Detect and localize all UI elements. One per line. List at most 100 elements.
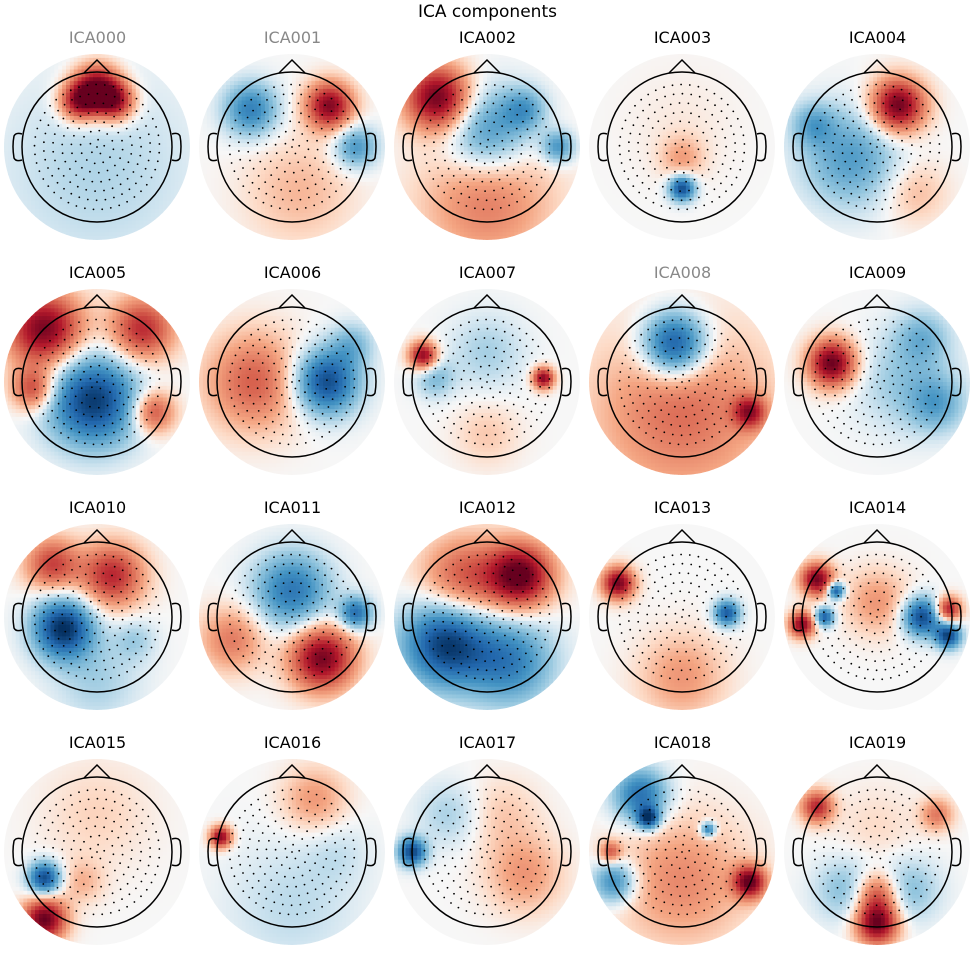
topomap-ica016[interactable]: ICA016 xyxy=(195,705,390,945)
head-outline xyxy=(402,528,572,693)
head-outline xyxy=(792,58,962,223)
component-title: ICA004 xyxy=(780,28,975,47)
head-outline xyxy=(402,763,572,928)
topomap-plot xyxy=(4,759,190,945)
head-outline xyxy=(597,293,767,458)
topomap-plot xyxy=(589,54,775,240)
sensor-markers xyxy=(813,553,941,681)
topomap-plot xyxy=(784,54,970,240)
head-outline xyxy=(792,763,962,928)
topomap-ica011[interactable]: ICA011 xyxy=(195,470,390,710)
topomap-plot xyxy=(199,524,385,710)
topomap-plot xyxy=(394,54,580,240)
component-title: ICA012 xyxy=(390,498,585,517)
topomap-ica008[interactable]: ICA008 xyxy=(585,235,780,475)
figure-title: ICA components xyxy=(0,2,975,22)
component-title: ICA005 xyxy=(0,263,195,282)
component-title: ICA009 xyxy=(780,263,975,282)
topomap-plot xyxy=(784,759,970,945)
head-outline xyxy=(597,528,767,693)
component-title: ICA018 xyxy=(585,733,780,752)
topomap-plot xyxy=(199,759,385,945)
sensor-markers xyxy=(813,83,941,211)
head-outline xyxy=(792,528,962,693)
topomap-ica001[interactable]: ICA001 xyxy=(195,0,390,240)
sensor-markers xyxy=(813,318,941,446)
topomap-ica018[interactable]: ICA018 xyxy=(585,705,780,945)
topomap-ica004[interactable]: ICA004 xyxy=(780,0,975,240)
topomap-ica003[interactable]: ICA003 xyxy=(585,0,780,240)
topomap-ica012[interactable]: ICA012 xyxy=(390,470,585,710)
component-title: ICA015 xyxy=(0,733,195,752)
head-outline xyxy=(207,58,377,223)
topomap-ica010[interactable]: ICA010 xyxy=(0,470,195,710)
topomap-ica000[interactable]: ICA000 xyxy=(0,0,195,240)
component-title: ICA002 xyxy=(390,28,585,47)
field-map xyxy=(589,524,775,710)
component-title: ICA011 xyxy=(195,498,390,517)
sensor-markers xyxy=(618,788,746,916)
topomap-plot xyxy=(4,524,190,710)
component-title: ICA008 xyxy=(585,263,780,282)
topomap-plot xyxy=(589,759,775,945)
sensor-markers xyxy=(423,318,551,446)
topomap-plot xyxy=(589,524,775,710)
component-title: ICA014 xyxy=(780,498,975,517)
sensor-markers xyxy=(228,553,356,681)
head-outline xyxy=(597,58,767,223)
component-title: ICA013 xyxy=(585,498,780,517)
topomap-plot xyxy=(784,524,970,710)
topomap-ica007[interactable]: ICA007 xyxy=(390,235,585,475)
sensor-markers xyxy=(423,788,551,916)
component-title: ICA016 xyxy=(195,733,390,752)
head-outline xyxy=(207,528,377,693)
topomap-ica013[interactable]: ICA013 xyxy=(585,470,780,710)
field-map xyxy=(589,54,775,240)
topomap-plot xyxy=(394,759,580,945)
head-outline xyxy=(792,293,962,458)
topomap-plot xyxy=(4,54,190,240)
topomap-plot xyxy=(199,54,385,240)
sensor-markers xyxy=(228,83,356,211)
component-title: ICA001 xyxy=(195,28,390,47)
sensor-markers xyxy=(423,83,551,211)
topomap-plot xyxy=(199,289,385,475)
topomap-plot xyxy=(784,289,970,475)
sensor-markers xyxy=(618,553,746,681)
topomap-ica015[interactable]: ICA015 xyxy=(0,705,195,945)
topomap-plot xyxy=(4,289,190,475)
sensor-markers xyxy=(813,788,941,916)
topomap-ica005[interactable]: ICA005 xyxy=(0,235,195,475)
topomap-plot xyxy=(589,289,775,475)
sensor-markers xyxy=(33,318,161,446)
head-outline xyxy=(207,293,377,458)
head-outline xyxy=(12,528,182,693)
topomap-ica002[interactable]: ICA002 xyxy=(390,0,585,240)
component-title: ICA003 xyxy=(585,28,780,47)
sensor-markers xyxy=(423,553,551,681)
topomap-ica014[interactable]: ICA014 xyxy=(780,470,975,710)
field-map xyxy=(394,289,580,475)
head-outline xyxy=(402,58,572,223)
head-outline xyxy=(402,293,572,458)
sensor-markers xyxy=(618,83,746,211)
topomap-ica009[interactable]: ICA009 xyxy=(780,235,975,475)
component-title: ICA019 xyxy=(780,733,975,752)
topomap-ica017[interactable]: ICA017 xyxy=(390,705,585,945)
head-outline xyxy=(12,58,182,223)
topomap-plot xyxy=(394,524,580,710)
head-outline xyxy=(207,763,377,928)
head-outline xyxy=(12,293,182,458)
component-title: ICA007 xyxy=(390,263,585,282)
head-outline xyxy=(597,763,767,928)
sensor-markers xyxy=(228,318,356,446)
sensor-markers xyxy=(33,83,161,211)
component-title: ICA000 xyxy=(0,28,195,47)
sensor-markers xyxy=(618,318,746,446)
component-title: ICA006 xyxy=(195,263,390,282)
head-outline xyxy=(12,763,182,928)
sensor-markers xyxy=(33,553,161,681)
topomap-ica006[interactable]: ICA006 xyxy=(195,235,390,475)
topomap-ica019[interactable]: ICA019 xyxy=(780,705,975,945)
sensor-markers xyxy=(228,788,356,916)
